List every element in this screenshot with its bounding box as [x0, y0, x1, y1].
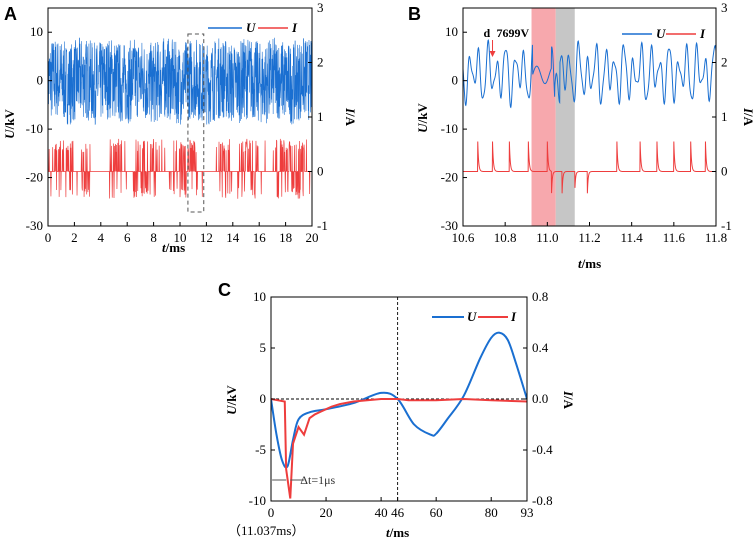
panel-b-label: B [408, 4, 421, 24]
x-tick-label: 0 [45, 230, 52, 245]
x-tick-label: 20 [320, 505, 333, 520]
annotation-peak-value: 7699V [497, 26, 530, 40]
y-tick-label: 0 [452, 73, 459, 88]
y2-tick-label: 3 [317, 0, 324, 15]
x-tick-label: 6 [124, 230, 131, 245]
panel-b-shade-gray [555, 8, 575, 226]
y2-tick-label: 0.8 [532, 289, 548, 304]
panel-a-label: A [4, 4, 17, 24]
y2-tick-label: 3 [721, 0, 728, 15]
x-tick-label: 2 [71, 230, 78, 245]
panel-a-current-series [48, 138, 312, 199]
legend-u-label-a: U [246, 20, 256, 35]
x-tick-label: 20 [306, 230, 319, 245]
y2-tick-label: 2 [721, 55, 728, 70]
legend-u-label-c: U [467, 309, 477, 324]
x-tick-label: 11.8 [705, 230, 727, 245]
x-tick-label: 80 [485, 505, 498, 520]
panel-c: C 0 20 40 46 60 80 93 -10 -5 0 5 10 -0.8 -0.4 0.0 0.4 0.… [218, 280, 576, 540]
x-tick-label: 18 [279, 230, 292, 245]
panel-c-origin-note: （11.037ms） [228, 523, 304, 538]
panel-c-legend: U I [432, 309, 517, 324]
delta-t-label: Δt=1μs [300, 473, 335, 487]
x-tick-label: 10 [174, 230, 187, 245]
panel-b-ylabel: U/kV [415, 103, 430, 133]
y-tick-label: -5 [255, 442, 266, 457]
annotation-arrowhead [489, 51, 496, 57]
x-tick-label: 16 [253, 230, 267, 245]
y-tick-label: -10 [441, 121, 458, 136]
panel-a-y2label: I/A [343, 107, 358, 127]
y2-tick-label: 2 [317, 55, 324, 70]
panel-c-ylabel: U/kV [224, 385, 239, 415]
x-tick-label: 12 [200, 230, 213, 245]
x-tick-label: 60 [430, 505, 443, 520]
y2-tick-label: 1 [721, 109, 728, 124]
x-tick-label: 40 [375, 505, 388, 520]
annotation-d-label: d [484, 26, 491, 40]
x-tick-label: 10.6 [452, 230, 475, 245]
x-tick-label: 8 [150, 230, 157, 245]
panel-b-shade-pink [531, 8, 556, 226]
y-tick-label: -10 [26, 121, 43, 136]
y-tick-label: 10 [253, 289, 266, 304]
y-tick-label: 10 [30, 24, 43, 39]
x-tick-label: 11.2 [578, 230, 600, 245]
panel-a-legend: U I [208, 20, 298, 35]
panel-c-delta-annotation: Δt=1μs [272, 473, 336, 487]
x-tick-label: 46 [391, 505, 405, 520]
panel-b-voltage-series [463, 39, 716, 109]
x-tick-label: 14 [226, 230, 240, 245]
y-tick-label: 0 [37, 73, 44, 88]
y2-tick-label: -1 [317, 218, 328, 233]
legend-u-label-b: U [656, 26, 666, 41]
panel-a-ylabel: U/kV [2, 109, 17, 139]
panel-b-legend: U I [622, 26, 706, 41]
legend-i-label-c: I [510, 309, 517, 324]
y-tick-label: 10 [445, 24, 458, 39]
y2-tick-label: 0 [317, 164, 324, 179]
panel-c-voltage-series [271, 331, 527, 469]
panel-c-xlabel: t/ms [386, 525, 409, 540]
panel-b: B 10.6 10.8 11.0 11.2 11.4 11.6 11.8-30-20-100… [408, 0, 754, 271]
x-tick-label: 11.6 [663, 230, 686, 245]
panel-b-annotation: d 7699V [484, 26, 530, 57]
y-tick-label: -30 [441, 218, 458, 233]
y2-tick-label: 1 [317, 109, 324, 124]
y-tick-label: 5 [260, 340, 267, 355]
y2-tick-label: 0.0 [532, 391, 548, 406]
panel-b-y2label: I/A [741, 107, 754, 127]
x-tick-label: 93 [521, 505, 534, 520]
legend-i-label-b: I [699, 26, 706, 41]
x-tick-label: 0 [268, 505, 275, 520]
legend-i-label-a: I [291, 20, 298, 35]
y-tick-label: 0 [260, 391, 267, 406]
panel-b-current-series [463, 141, 716, 194]
panel-a-zoom-box [187, 33, 205, 213]
panel-b-xlabel: t/ms [578, 256, 601, 271]
panel-c-y2label: I/A [561, 390, 576, 410]
x-tick-label: 11.0 [536, 230, 558, 245]
panel-a-voltage-series [48, 37, 312, 125]
x-tick-label: 10.8 [494, 230, 517, 245]
y2-tick-label: 0 [721, 164, 728, 179]
panel-c-label: C [218, 280, 231, 300]
y2-tick-label: -1 [721, 218, 732, 233]
y-tick-label: -20 [26, 170, 43, 185]
y-tick-label: -20 [441, 170, 458, 185]
panel-b-frame [462, 7, 717, 227]
y-tick-label: -30 [26, 218, 43, 233]
y-tick-label: -10 [249, 493, 266, 508]
x-tick-label: 11.4 [621, 230, 644, 245]
y2-tick-label: -0.4 [532, 442, 553, 457]
y2-tick-label: 0.4 [532, 340, 549, 355]
x-tick-label: 4 [98, 230, 105, 245]
y2-tick-label: -0.8 [532, 493, 553, 508]
panel-a-xlabel: t/ms [162, 240, 185, 255]
